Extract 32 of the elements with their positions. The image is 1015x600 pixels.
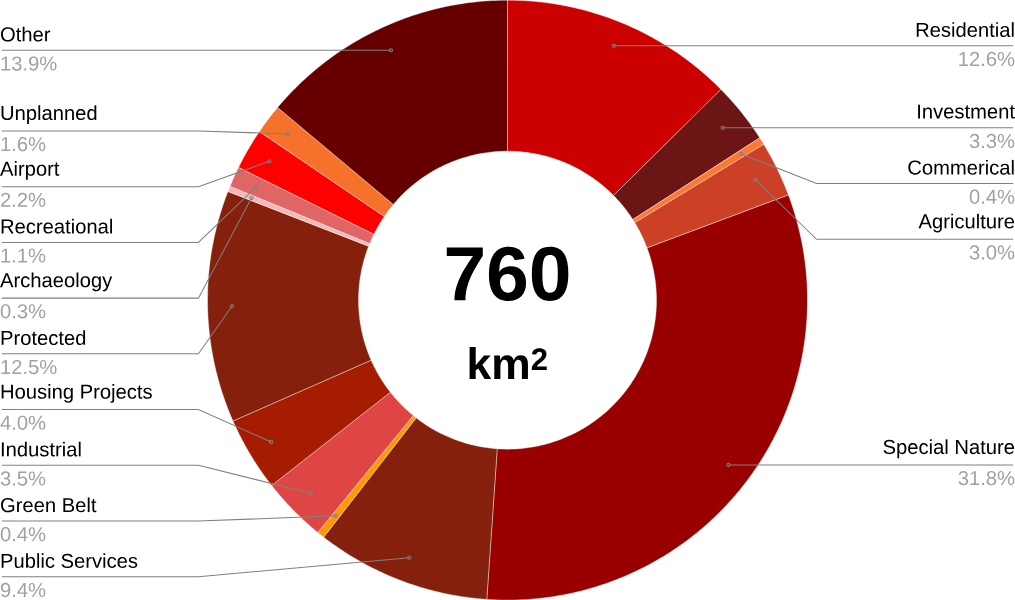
data-label: 12.5% [1,359,57,375]
slice-label: Recreational [1,218,112,234]
data-label: 31.8% [958,470,1015,486]
data-label: 4.0% [0,415,46,430]
text: km$^{2}$ [469,346,547,379]
slice-label: Residential [916,22,1014,37]
data-label: 0.3% [0,304,46,319]
slice-label: Unplanned [1,105,97,124]
slice-label: Public Services [1,553,138,568]
slice-label: Archaeology [0,272,113,292]
data-label: 1.1% [1,248,46,263]
data-label: 9.4% [0,582,46,597]
data-label: 3.5% [0,471,46,486]
slice-label: Industrial [1,441,81,457]
data-label: 0.4% [0,526,46,542]
slice-label: Investment [918,104,1015,119]
slice-label: Protected [1,330,86,345]
slice-label: Agriculture [918,213,1015,233]
slice-label: Special Nature [883,439,1015,458]
data-label: 0.4% [969,189,1015,204]
data-label: 2.2% [1,192,46,207]
slice-label: Green Belt [1,497,97,513]
slice-label: Housing Projects [1,383,152,403]
slice-label: Commerical [908,159,1014,175]
data-label: 3.3% [969,133,1015,148]
text: 760 [446,246,569,301]
data-label: 12.6% [959,51,1015,66]
data-label: 1.6% [1,136,46,152]
slice-label: Other [0,26,51,42]
slice-label: Airport [0,160,60,180]
data-label: 3.0% [969,245,1015,260]
data-label: 13.9% [1,56,57,71]
